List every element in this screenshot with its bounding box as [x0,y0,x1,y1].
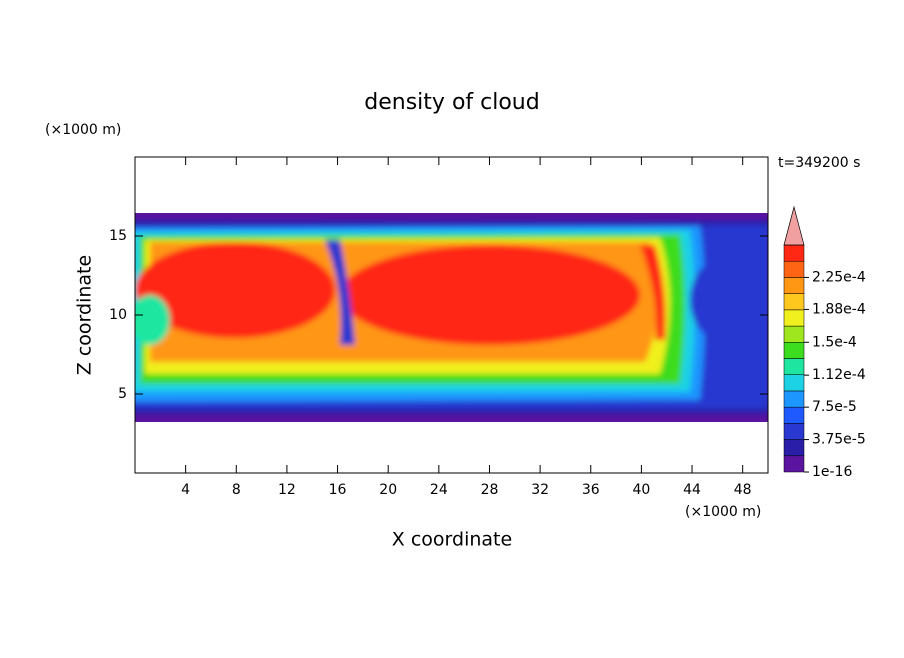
colorbar-band [783,423,805,440]
x-tick-label: 48 [734,482,752,498]
field-region [135,242,335,338]
y-tick-label: 10 [109,307,127,323]
field-region [325,240,355,345]
colorbar-tick-label: 1.88e-4 [812,301,866,317]
x-tick-label: 20 [379,482,397,498]
x-axis-label: X coordinate [392,529,512,551]
x-tick-label: 4 [181,482,190,498]
x-tick-label: 36 [582,482,600,498]
colorbar-band [783,374,805,392]
x-tick-label: 28 [481,482,499,498]
x-tick-label: 40 [632,482,650,498]
field-region [340,245,640,345]
colorbar-band [783,406,805,424]
x-tick-label: 8 [232,482,241,498]
x-tick-label: 12 [278,482,296,498]
field-region [135,295,170,345]
chart-title: density of cloud [364,90,539,115]
y-tick-label: 15 [109,228,127,244]
field-region [690,255,768,345]
x-unit: (×1000 m) [685,504,761,520]
colorbar-band [783,455,805,473]
colorbar-band [783,309,805,327]
y-tick-label: 5 [118,386,127,402]
colorbar-extend [783,205,805,246]
time-label: t=349200 s [778,155,860,171]
x-tick-label: 16 [329,482,347,498]
colorbar-tick-label: 7.5e-5 [812,399,857,415]
colorbar-tick-label: 1.12e-4 [812,367,866,383]
colorbar-band [783,325,805,343]
colorbar-band [783,390,805,408]
colorbar-band [783,439,805,457]
field-region [640,245,666,340]
colorbar-tick-label: 1.5e-4 [812,334,857,350]
colorbar-tick-label: 3.75e-5 [812,432,866,448]
contour-field [135,213,768,422]
colorbar-band [783,277,805,294]
x-tick-label: 24 [430,482,448,498]
colorbar-band [783,293,805,311]
x-tick-label: 44 [683,482,701,498]
colorbar-band [783,260,805,278]
y-unit: (×1000 m) [45,122,121,138]
colorbar-tick-label: 1e-16 [812,464,852,480]
colorbar-band [783,342,805,359]
colorbar-tick-label: 2.25e-4 [812,269,866,285]
y-axis-label: Z coordinate [74,255,96,375]
colorbar-band [783,358,805,375]
colorbar-band [783,244,805,262]
x-tick-label: 32 [531,482,549,498]
